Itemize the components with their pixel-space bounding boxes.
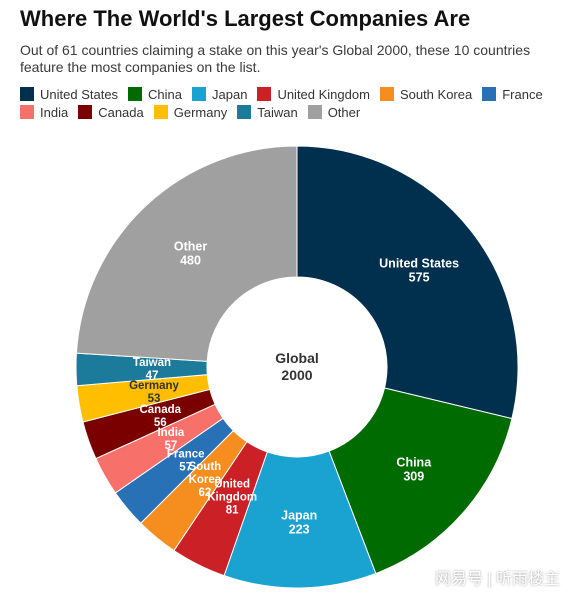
legend-item-other: Other <box>307 104 361 120</box>
legend-item-united-states: United States <box>20 86 118 102</box>
legend-label: Taiwan <box>257 104 298 120</box>
legend-item-france: France <box>482 86 543 102</box>
center-label: Global 2000 <box>275 350 319 383</box>
slice-united-states <box>296 145 519 420</box>
legend-swatch <box>257 87 272 101</box>
slice-label-china: China 309 <box>396 456 432 484</box>
legend-label: Other <box>327 104 361 120</box>
legend-label: India <box>40 104 69 120</box>
slice-label-japan: Japan 223 <box>281 508 317 536</box>
legend-swatch <box>482 87 497 101</box>
legend-label: France <box>502 86 543 102</box>
legend-swatch <box>153 105 168 119</box>
chart-title: Where The World's Largest Companies Are <box>20 6 471 31</box>
slice-label-india: India 57 <box>157 427 184 452</box>
legend-item-canada: Canada <box>78 104 144 120</box>
legend-swatch <box>307 105 322 119</box>
legend-item-taiwan: Taiwan <box>237 104 298 120</box>
legend-item-india: India <box>20 104 68 120</box>
legend-swatch <box>128 87 143 101</box>
legend-swatch <box>237 105 252 119</box>
legend-label: United Kingdom <box>277 86 370 102</box>
legend-label: United States <box>40 86 119 102</box>
legend-label: Canada <box>98 104 144 120</box>
slice-label-france: France 57 <box>167 448 205 473</box>
slice-label-canada: Canada 56 <box>139 404 181 429</box>
slice-japan <box>223 450 377 589</box>
slice-label-germany: Germany 53 <box>129 380 179 405</box>
legend-label: Germany <box>173 104 228 120</box>
chart-legend: United States China Japan United Kingdom Sou… <box>20 86 565 120</box>
watermark: 网易号 | 听雨楼主 <box>434 571 560 588</box>
slice-label-united-states: United States 575 <box>379 257 459 285</box>
legend-label: South Korea <box>399 86 473 102</box>
legend-label: China <box>148 86 183 102</box>
legend-item-united-kingdom: United Kingdom <box>257 86 370 102</box>
legend-item-japan: Japan <box>192 86 247 102</box>
slice-label-united-kingdom: United Kingdom 81 <box>207 479 257 517</box>
legend-swatch <box>20 87 34 101</box>
legend-item-china: China <box>128 86 182 102</box>
slice-label-taiwan: Taiwan 47 <box>133 357 171 382</box>
slice-label-other: Other 480 <box>174 240 207 268</box>
chart-subtitle: Out of 61 countries claiming a stake on … <box>20 42 531 75</box>
legend-swatch <box>20 105 34 119</box>
slice-other <box>75 145 298 362</box>
slice-label-south-korea: South Korea 62 <box>189 461 222 499</box>
legend-swatch <box>192 87 207 101</box>
legend-swatch <box>78 105 93 119</box>
legend-swatch <box>379 87 394 101</box>
legend-item-south-korea: South Korea <box>379 86 473 102</box>
legend-label: Japan <box>212 86 248 102</box>
slice-china <box>328 387 513 575</box>
legend-item-germany: Germany <box>153 104 228 120</box>
